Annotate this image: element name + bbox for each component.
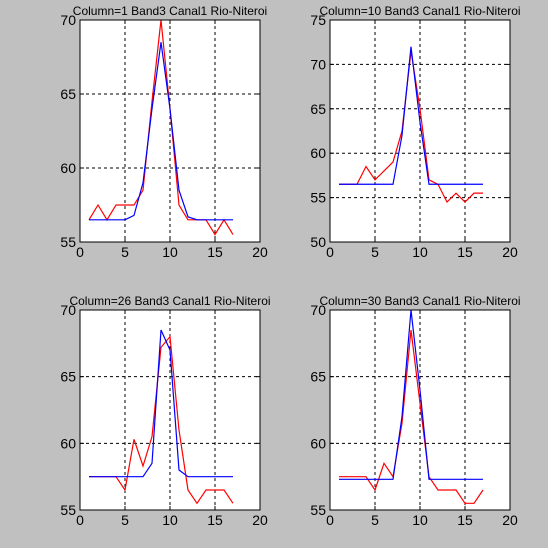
y-tick-label: 60: [60, 435, 76, 451]
y-tick-label: 75: [310, 12, 326, 28]
chart-panel-4: Column=30 Band3 Canal1 Rio-Niteroi 0 5 10 15…: [310, 294, 520, 528]
x-tick-label: 10: [412, 244, 428, 260]
y-tick-label: 55: [310, 502, 326, 518]
chart-panel-2: Column=10 Band3 Canal1 Rio-Niteroi 0 5 10 15…: [310, 4, 520, 260]
x-tick-label: 0: [76, 512, 84, 528]
x-tick-label: 5: [371, 244, 379, 260]
x-tick-label: 20: [502, 244, 518, 260]
x-tick-label: 0: [76, 244, 84, 260]
x-tick-label: 10: [162, 512, 178, 528]
x-tick-label: 15: [207, 512, 223, 528]
chart-panel-1: Column=1 Band3 Canal1 Rio-Niteroi 0 5 10 15 2…: [60, 4, 268, 260]
x-tick-label: 0: [326, 512, 334, 528]
y-tick-label: 70: [310, 302, 326, 318]
x-tick-label: 5: [121, 244, 129, 260]
chart-title: Column=30 Band3 Canal1 Rio-Niteroi: [319, 294, 520, 308]
y-tick-label: 65: [310, 101, 326, 117]
x-tick-label: 10: [412, 512, 428, 528]
y-tick-label: 60: [310, 145, 326, 161]
y-tick-label: 65: [310, 369, 326, 385]
y-tick-label: 50: [310, 234, 326, 250]
y-tick-label: 55: [60, 502, 76, 518]
x-tick-label: 15: [457, 512, 473, 528]
x-tick-label: 0: [326, 244, 334, 260]
y-tick-label: 65: [60, 369, 76, 385]
x-tick-label: 5: [371, 512, 379, 528]
x-tick-label: 20: [502, 512, 518, 528]
y-tick-label: 65: [60, 86, 76, 102]
y-tick-label: 70: [60, 302, 76, 318]
y-tick-label: 55: [310, 190, 326, 206]
y-tick-label: 60: [60, 160, 76, 176]
y-tick-label: 55: [60, 234, 76, 250]
x-tick-label: 20: [252, 244, 268, 260]
chart-title: Column=1 Band3 Canal1 Rio-Niteroi: [73, 4, 267, 18]
y-tick-label: 70: [310, 56, 326, 72]
chart-panel-3: Column=26 Band3 Canal1 Rio-Niteroi 0 5 10 15…: [60, 294, 270, 528]
x-tick-label: 15: [207, 244, 223, 260]
x-tick-label: 15: [457, 244, 473, 260]
y-tick-label: 60: [310, 435, 326, 451]
y-tick-label: 70: [60, 12, 76, 28]
x-tick-label: 5: [121, 512, 129, 528]
x-tick-label: 10: [162, 244, 178, 260]
x-tick-label: 20: [252, 512, 268, 528]
chart-title: Column=10 Band3 Canal1 Rio-Niteroi: [319, 4, 520, 18]
chart-title: Column=26 Band3 Canal1 Rio-Niteroi: [69, 294, 270, 308]
